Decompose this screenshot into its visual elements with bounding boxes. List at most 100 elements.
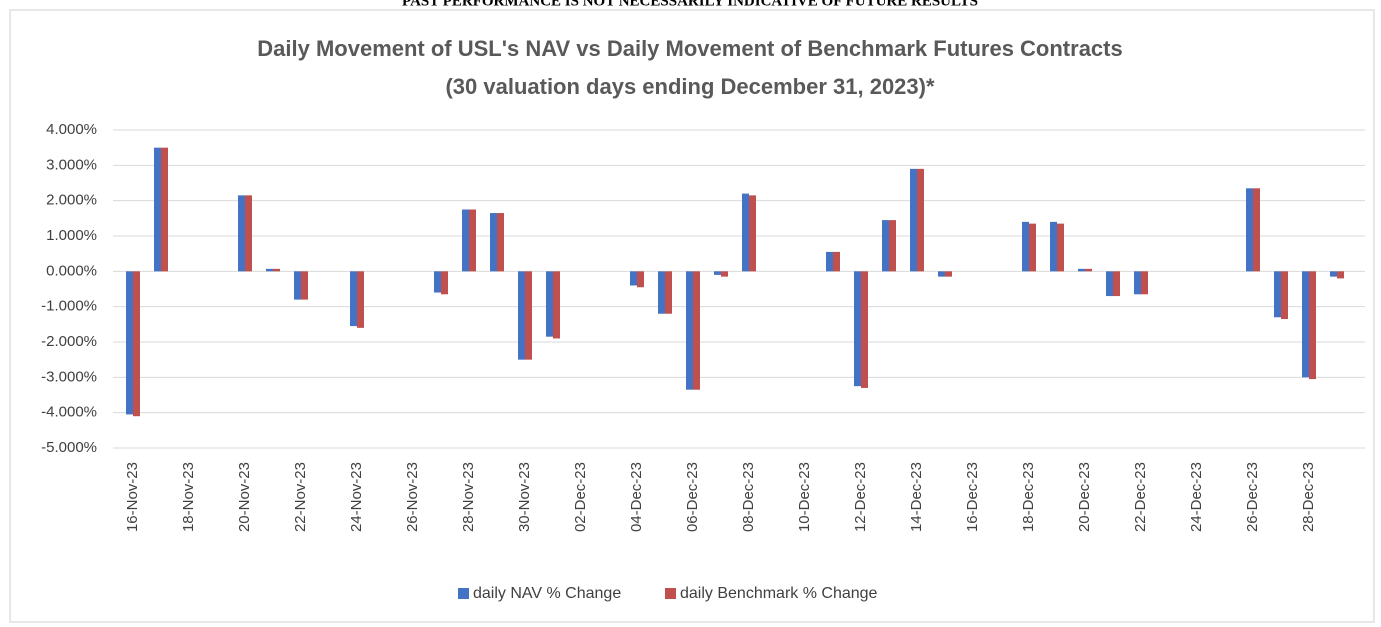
bar — [938, 271, 945, 277]
legend-label: daily NAV % Change — [473, 585, 621, 602]
disclaimer: PAST PERFORMANCE IS NOT NECESSARILY INDI… — [402, 0, 978, 9]
x-tick-label: 30-Nov-23 — [516, 462, 533, 532]
x-tick-label: 14-Dec-23 — [908, 462, 925, 532]
bar — [658, 271, 665, 314]
bar — [1050, 221, 1057, 272]
bar — [301, 271, 308, 300]
x-tick-label: 26-Nov-23 — [404, 462, 421, 532]
x-tick-label: 04-Dec-23 — [628, 462, 645, 532]
bar — [1113, 271, 1120, 297]
bar — [154, 147, 161, 272]
y-tick-label: -5.000% — [41, 439, 97, 456]
bar — [861, 271, 868, 388]
x-tick-label: 20-Dec-23 — [1076, 462, 1093, 532]
x-tick-label: 18-Nov-23 — [180, 462, 197, 532]
legend-swatch — [458, 588, 469, 599]
bar — [357, 271, 364, 328]
y-tick-label: 3.000% — [46, 156, 97, 173]
bar — [1029, 223, 1036, 272]
x-tick-label: 28-Nov-23 — [460, 462, 477, 532]
bar — [469, 209, 476, 272]
x-tick-label: 22-Nov-23 — [292, 462, 309, 532]
chart-title: Daily Movement of USL's NAV vs Daily Mov… — [257, 36, 1122, 61]
bar — [497, 213, 504, 272]
bar — [1078, 268, 1085, 272]
bar — [882, 220, 889, 272]
bar — [833, 251, 840, 272]
y-tick-label: -3.000% — [41, 368, 97, 385]
bar — [749, 195, 756, 272]
bar — [630, 271, 637, 286]
x-tick-label: 22-Dec-23 — [1132, 462, 1149, 532]
bar — [1134, 271, 1141, 295]
x-tick-label: 12-Dec-23 — [852, 462, 869, 532]
bar — [462, 209, 469, 272]
bar — [490, 213, 497, 272]
bar — [1274, 271, 1281, 318]
x-tick-label: 16-Nov-23 — [124, 462, 141, 532]
x-tick-label: 24-Nov-23 — [348, 462, 365, 532]
bar — [854, 271, 861, 387]
bar — [637, 271, 644, 288]
bar — [525, 271, 532, 360]
chart-subtitle: (30 valuation days ending December 31, 2… — [445, 74, 935, 99]
x-tick-label: 28-Dec-23 — [1300, 462, 1317, 532]
bar — [238, 195, 245, 272]
bar — [721, 271, 728, 277]
bar — [742, 193, 749, 272]
y-tick-label: 4.000% — [46, 121, 97, 138]
bar — [945, 271, 952, 277]
bar — [1309, 271, 1316, 380]
x-tick-label: 18-Dec-23 — [1020, 462, 1037, 532]
y-tick-label: 2.000% — [46, 192, 97, 209]
bar — [266, 268, 273, 272]
x-tick-label: 24-Dec-23 — [1188, 462, 1205, 532]
bar — [714, 271, 721, 275]
bar — [1330, 271, 1337, 277]
bar — [1106, 271, 1113, 297]
y-tick-label: 0.000% — [46, 262, 97, 279]
bar — [1246, 188, 1253, 272]
bar — [126, 271, 133, 415]
bar — [1022, 221, 1029, 272]
bar — [889, 220, 896, 272]
bar — [553, 271, 560, 339]
bar — [546, 271, 553, 337]
x-tick-label: 02-Dec-23 — [572, 462, 589, 532]
bar — [1141, 271, 1148, 295]
bar — [1281, 271, 1288, 320]
bar — [518, 271, 525, 360]
bar — [917, 168, 924, 272]
bar — [294, 271, 301, 300]
bar — [826, 251, 833, 272]
bar — [161, 147, 168, 272]
bar — [245, 195, 252, 272]
x-tick-label: 20-Nov-23 — [236, 462, 253, 532]
x-tick-label: 10-Dec-23 — [796, 462, 813, 532]
x-tick-label: 26-Dec-23 — [1244, 462, 1261, 532]
bar — [693, 271, 700, 390]
bar — [1085, 268, 1092, 272]
bar — [441, 271, 448, 295]
bar — [1253, 188, 1260, 272]
legend-label: daily Benchmark % Change — [680, 585, 878, 602]
bar — [1057, 223, 1064, 272]
bar — [910, 168, 917, 272]
bar — [1337, 271, 1344, 279]
bar — [350, 271, 357, 327]
y-tick-label: 1.000% — [46, 227, 97, 244]
bar — [665, 271, 672, 314]
bar — [1302, 271, 1309, 378]
x-tick-label: 08-Dec-23 — [740, 462, 757, 532]
bar — [273, 268, 280, 272]
y-tick-label: -1.000% — [41, 298, 97, 315]
y-tick-label: -4.000% — [41, 404, 97, 421]
legend-swatch — [665, 588, 676, 599]
y-tick-label: -2.000% — [41, 333, 97, 350]
bar — [133, 271, 140, 417]
x-tick-label: 06-Dec-23 — [684, 462, 701, 532]
bar — [686, 271, 693, 390]
x-tick-label: 16-Dec-23 — [964, 462, 981, 532]
bar — [434, 271, 441, 293]
